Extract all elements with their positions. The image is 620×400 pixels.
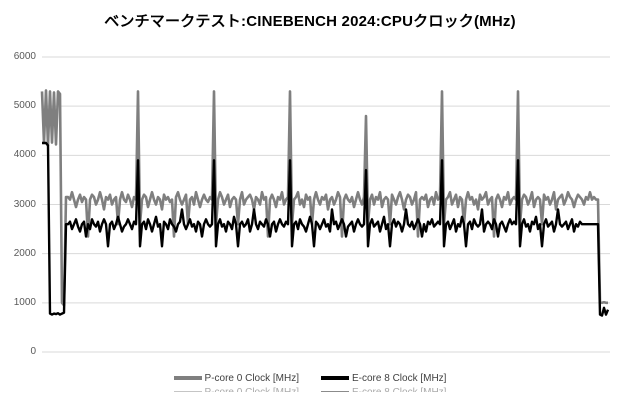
chart-title: ベンチマークテスト:CINEBENCH 2024:CPUクロック(MHz) (104, 13, 516, 30)
legend-item-ecore: E-core 8 Clock [MHz] (321, 373, 446, 384)
y-axis-tick-label: 3000 (13, 198, 36, 210)
legend-item-ecore-cropped: E-core 8 Clock [MHz] (321, 387, 446, 392)
ecore-line-swatch (321, 376, 349, 380)
ecore-legend-label: E-core 8 Clock [MHz] (352, 372, 447, 384)
legend-cropped-row: P-core 0 Clock [MHz] E-core 8 Clock [MHz… (0, 387, 620, 392)
y-axis-tick-label: 1000 (13, 296, 36, 308)
legend: P-core 0 Clock [MHz] E-core 8 Clock [MHz… (0, 371, 620, 385)
ecore-line-swatch (321, 390, 349, 392)
y-axis-tick-label: 6000 (13, 51, 36, 62)
legend-item-pcore: P-core 0 Clock [MHz] (173, 372, 299, 384)
pcore-clock-line (40, 89, 608, 307)
ecore-clock-line (42, 141, 610, 317)
y-axis-tick-label: 4000 (13, 149, 36, 161)
y-axis-tick-label: 5000 (13, 100, 36, 112)
legend-item-pcore-cropped: P-core 0 Clock [MHz] (173, 387, 299, 392)
pcore-legend-label: P-core 0 Clock [MHz] (204, 372, 299, 384)
pcore-line-swatch (173, 390, 202, 392)
y-axis-tick-label: 0 (30, 346, 36, 357)
y-axis-tick-label: 2000 (13, 247, 36, 259)
pcore-line-swatch (173, 376, 202, 380)
